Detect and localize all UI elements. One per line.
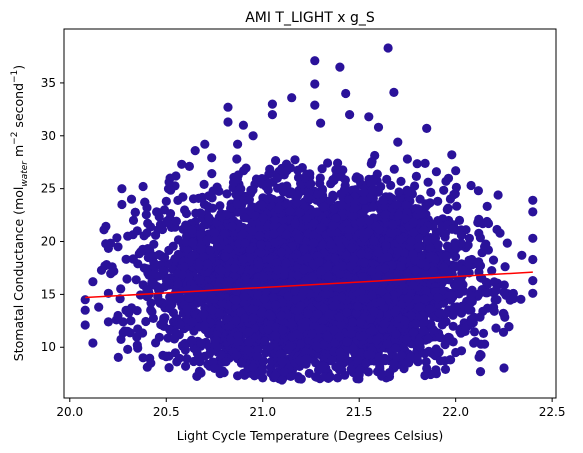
data-point	[317, 164, 327, 174]
data-point	[182, 244, 192, 254]
data-point	[474, 289, 484, 299]
data-point	[499, 363, 509, 373]
data-point	[164, 363, 174, 373]
data-point	[122, 274, 132, 284]
data-point	[141, 316, 151, 327]
data-point	[452, 201, 462, 211]
data-point	[126, 316, 136, 326]
data-point	[116, 284, 126, 294]
data-point	[389, 164, 399, 174]
data-point	[398, 342, 408, 352]
data-point	[464, 233, 474, 243]
data-point	[475, 367, 486, 377]
data-point	[132, 306, 142, 316]
data-point	[131, 275, 141, 285]
data-point	[415, 194, 425, 204]
data-point	[478, 306, 488, 316]
data-point	[516, 294, 526, 304]
data-point	[199, 179, 209, 189]
data-point	[207, 153, 217, 163]
data-point	[423, 177, 433, 187]
data-point	[499, 280, 509, 290]
data-point	[263, 185, 273, 195]
data-point	[133, 324, 143, 334]
data-point	[208, 186, 218, 196]
data-point	[329, 204, 339, 214]
data-point	[168, 241, 178, 251]
data-point	[426, 187, 436, 197]
data-point	[469, 312, 479, 322]
data-point	[240, 370, 250, 380]
data-point	[517, 250, 527, 260]
data-point	[433, 196, 443, 206]
data-point	[232, 154, 242, 164]
data-point	[440, 364, 451, 374]
data-point	[271, 156, 281, 166]
data-point	[333, 373, 343, 383]
data-point	[420, 158, 430, 168]
data-point	[113, 352, 123, 362]
data-point	[473, 186, 483, 196]
data-point	[440, 340, 450, 350]
data-point	[423, 199, 433, 209]
data-point	[420, 348, 430, 359]
data-point	[188, 194, 199, 204]
data-point	[439, 185, 449, 195]
data-point	[118, 317, 128, 327]
data-point	[277, 182, 288, 192]
data-point	[478, 328, 489, 338]
data-point	[448, 321, 458, 331]
data-point	[469, 327, 480, 337]
data-point	[421, 357, 431, 367]
data-point	[394, 210, 404, 220]
data-point	[207, 169, 217, 179]
data-point	[215, 201, 225, 211]
data-point	[103, 243, 113, 253]
data-point	[272, 173, 282, 183]
data-point	[491, 323, 501, 333]
data-point	[141, 210, 151, 220]
data-point	[171, 216, 181, 226]
data-point	[499, 309, 509, 319]
data-point	[236, 358, 246, 368]
data-point	[197, 192, 207, 202]
data-point	[482, 201, 492, 211]
data-point	[420, 370, 430, 381]
data-point	[112, 233, 122, 243]
data-point	[286, 371, 296, 381]
data-point	[159, 205, 170, 215]
data-point	[374, 352, 384, 362]
data-point	[174, 353, 184, 363]
data-point	[233, 371, 243, 381]
data-point	[222, 189, 232, 199]
data-point	[361, 358, 371, 368]
data-point	[363, 367, 373, 377]
data-point	[323, 158, 333, 168]
scatter-points	[80, 43, 538, 385]
data-point	[304, 179, 314, 190]
data-point	[469, 338, 479, 348]
data-point	[290, 155, 300, 165]
chart-title: AMI T_LIGHT x g_S	[245, 10, 375, 26]
data-point	[367, 157, 377, 167]
data-point	[386, 180, 396, 190]
data-point	[315, 173, 325, 183]
data-point	[488, 255, 499, 265]
data-point	[463, 240, 473, 250]
data-point	[163, 184, 174, 194]
data-point	[333, 158, 343, 168]
